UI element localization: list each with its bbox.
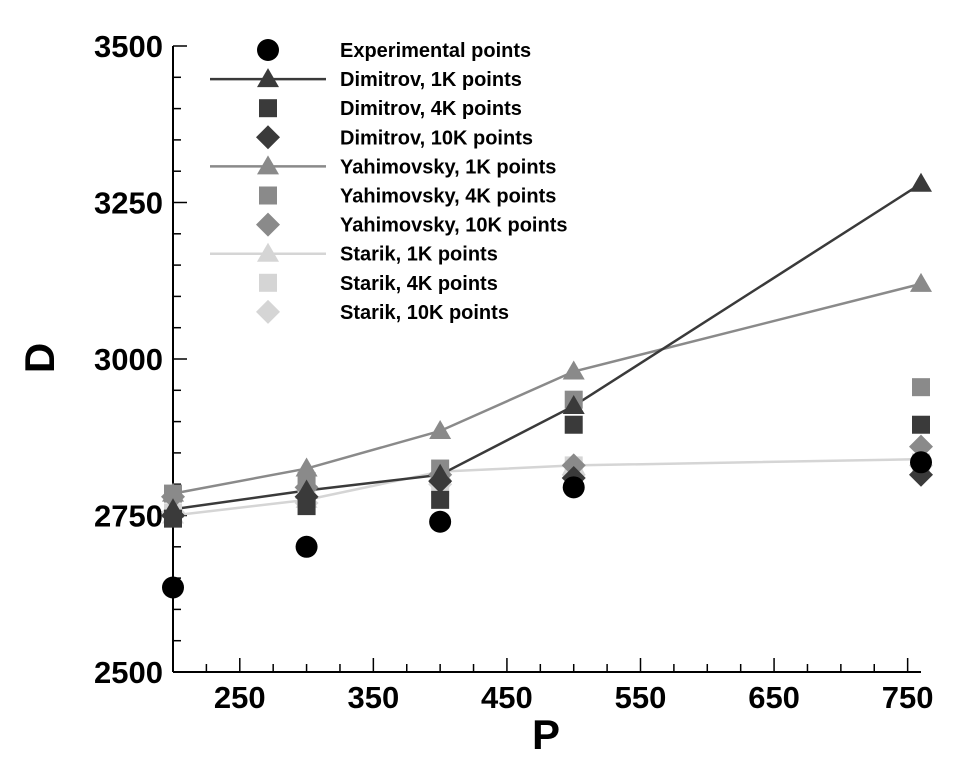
data-point [295, 457, 318, 477]
x-tick-label: 250 [214, 680, 266, 715]
legend-marker-swatch [259, 273, 277, 292]
data-point [910, 172, 932, 192]
legend-item: Yahimovsky, 1K points [210, 155, 556, 178]
data-point [295, 535, 318, 558]
data-point [429, 510, 452, 533]
legend-label: Yahimovsky, 1K points [340, 156, 556, 178]
data-point [910, 272, 932, 292]
legend-item: Yahimovsky, 10K points [256, 212, 568, 237]
legend-item: Experimental points [257, 39, 531, 62]
x-tick-label: 450 [481, 680, 533, 715]
legend-label: Dimitrov, 4K points [340, 98, 522, 120]
data-point [562, 476, 585, 499]
legend-item: Dimitrov, 10K points [256, 125, 533, 150]
legend: Experimental points Dimitrov, 1K points Di… [210, 39, 568, 324]
data-point [295, 479, 318, 499]
y-axis-label: D [16, 343, 63, 373]
x-tick-label: 750 [882, 680, 934, 715]
legend-label: Yahimovsky, 4K points [340, 186, 556, 208]
x-axis-label: P [532, 711, 560, 758]
axes: 2500 2750 3000 3250 3500 250 350 450 550 650 750 [94, 29, 933, 715]
data-point [562, 394, 585, 414]
y-tick-label: 2500 [94, 655, 163, 690]
legend-item: Starik, 1K points [210, 242, 498, 266]
legend-marker-swatch [257, 39, 279, 61]
legend-item: Starik, 4K points [259, 273, 498, 295]
x-tick-label: 550 [615, 680, 667, 715]
data-point [431, 490, 450, 509]
legend-marker-swatch [257, 68, 279, 88]
legend-marker-swatch [256, 125, 280, 150]
data-point [564, 415, 583, 434]
x-tick-label: 350 [347, 680, 399, 715]
data-point [909, 434, 933, 459]
data-point [429, 463, 452, 483]
x-tick-label: 650 [748, 680, 800, 715]
y-tick-label: 3500 [94, 29, 163, 64]
data-point [910, 451, 932, 474]
legend-label: Starik, 1K points [340, 244, 498, 266]
data-point [912, 415, 930, 434]
data-point [561, 453, 586, 478]
legend-item: Yahimovsky, 4K points [259, 186, 556, 208]
series-line [172, 457, 922, 517]
y-tick-label: 3250 [94, 186, 163, 221]
legend-marker-swatch [256, 299, 280, 324]
legend-item: Starik, 10K points [256, 299, 509, 324]
legend-marker-swatch [259, 186, 277, 205]
data-point [297, 497, 316, 516]
data-point [162, 576, 184, 599]
data-point [912, 378, 930, 397]
legend-label: Starik, 4K points [340, 273, 498, 295]
legend-label: Dimitrov, 10K points [340, 127, 533, 149]
data-point [429, 419, 452, 439]
legend-label: Starik, 10K points [340, 302, 509, 324]
y-tick-label: 2750 [94, 499, 163, 534]
data-point [162, 482, 184, 502]
legend-item: Dimitrov, 1K points [210, 68, 522, 91]
y-tick-label: 3000 [94, 342, 163, 377]
data-point [562, 360, 585, 380]
legend-item: Dimitrov, 4K points [259, 98, 522, 120]
data-point [162, 498, 184, 518]
legend-label: Yahimovsky, 10K points [340, 215, 568, 237]
legend-label: Dimitrov, 1K points [340, 69, 522, 91]
legend-label: Experimental points [340, 40, 531, 62]
legend-marker-swatch [257, 155, 279, 175]
legend-marker-swatch [257, 242, 279, 262]
series-markers [161, 172, 933, 599]
legend-marker-swatch [256, 212, 280, 237]
legend-marker-swatch [259, 99, 277, 118]
